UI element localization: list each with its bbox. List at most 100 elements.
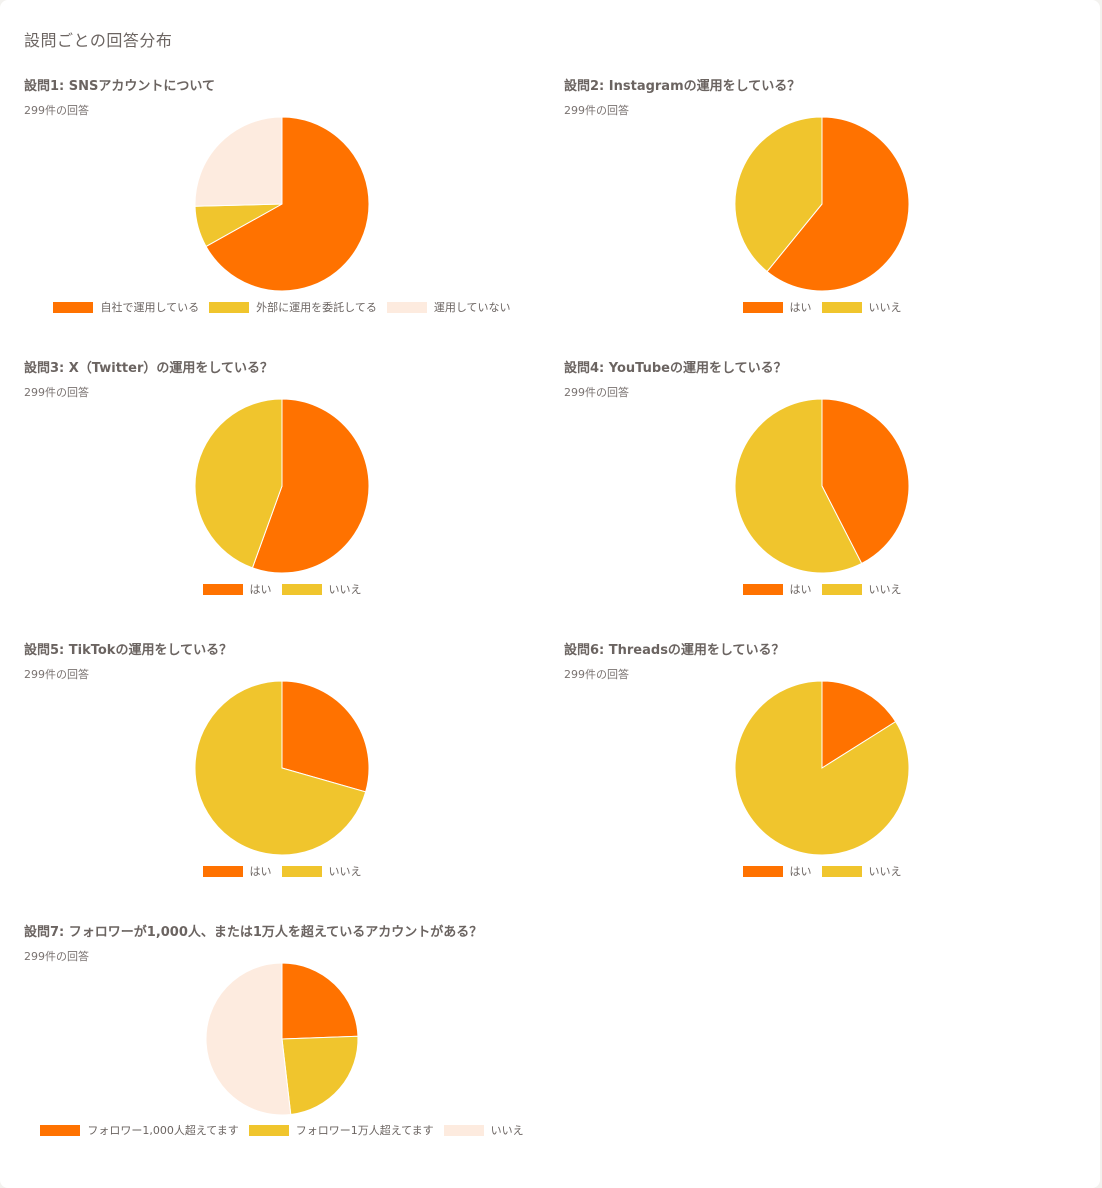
legend-swatch: [281, 865, 322, 877]
legend-label: はい: [789, 865, 812, 878]
legend-label: いいえ: [868, 865, 902, 878]
pie-slice[interactable]: [281, 962, 359, 1040]
response-count: 299件の回答: [564, 104, 629, 117]
question-title: 設問1: SNSアカウントについて: [24, 79, 215, 94]
legend-item[interactable]: いいえ: [821, 299, 902, 315]
legend-item[interactable]: はい: [742, 299, 812, 315]
legend-swatch: [821, 583, 862, 595]
pie-slice[interactable]: [251, 398, 370, 574]
legend-item[interactable]: いいえ: [443, 1122, 524, 1138]
response-count: 299件の回答: [24, 104, 89, 117]
legend-item[interactable]: フォロワー1万人超えてます: [248, 1122, 434, 1138]
question-title: 設問5: TikTokの運用をしている？: [24, 643, 233, 658]
pie-slice[interactable]: [734, 116, 823, 273]
legend-item[interactable]: フォロワー1,000人超えてます: [40, 1122, 239, 1138]
pie-slice[interactable]: [205, 116, 370, 292]
legend-item[interactable]: はい: [742, 581, 812, 597]
pie-slice[interactable]: [194, 398, 283, 569]
legend-swatch: [742, 583, 783, 595]
response-count: 299件の回答: [24, 386, 89, 399]
question-6-panel: 設問6: Threadsの運用をしている？ 299件の回答 はい いいえ: [564, 639, 1094, 909]
legend-label: 運用していない: [433, 301, 511, 314]
pie-chart: [194, 398, 370, 574]
question-7-panel: 設問7: フォロワーが1,000人、または1万人を超えているアカウントがある？ …: [24, 921, 554, 1171]
legend-label: はい: [249, 865, 272, 878]
legend-swatch: [281, 583, 322, 595]
question-title: 設問4: YouTubeの運用をしている？: [564, 361, 787, 376]
chart-legend: 自社で運用している 外部に運用を委託してる 運用していない: [24, 299, 540, 315]
legend-swatch: [443, 1124, 484, 1136]
legend-item[interactable]: 外部に運用を委託してる: [209, 299, 377, 315]
question-3-panel: 設問3: X（Twitter）の運用をしている？ 299件の回答 はい いいえ: [24, 357, 554, 627]
legend-item[interactable]: はい: [742, 863, 812, 879]
legend-label: 自社で運用している: [100, 301, 200, 314]
response-count: 299件の回答: [24, 950, 89, 963]
legend-label: いいえ: [490, 1124, 524, 1137]
pie-chart: [194, 680, 370, 856]
pie-chart: [734, 116, 910, 292]
pie-slice[interactable]: [821, 398, 910, 565]
chart-legend: フォロワー1,000人超えてます フォロワー1万人超えてます いいえ: [24, 1122, 540, 1138]
pie-slice[interactable]: [281, 680, 370, 793]
chart-legend: はい いいえ: [24, 581, 540, 597]
legend-label: はい: [789, 583, 812, 596]
chart-legend: はい いいえ: [564, 863, 1080, 879]
question-title: 設問6: Threadsの運用をしている？: [564, 643, 785, 658]
legend-swatch: [742, 865, 783, 877]
pie-chart: [734, 398, 910, 574]
legend-swatch: [202, 583, 243, 595]
question-2-panel: 設問2: Instagramの運用をしている？ 299件の回答 はい いいえ: [564, 75, 1094, 345]
legend-label: 外部に運用を委託してる: [256, 301, 377, 314]
legend-swatch: [202, 865, 243, 877]
question-1-panel: 設問1: SNSアカウントについて 299件の回答 自社で運用している 外部に運用…: [24, 75, 554, 345]
pie-slice[interactable]: [205, 962, 292, 1116]
pie-chart: [194, 116, 370, 292]
legend-item[interactable]: いいえ: [821, 581, 902, 597]
legend-label: はい: [249, 583, 272, 596]
legend-item[interactable]: いいえ: [281, 863, 362, 879]
pie-slice[interactable]: [281, 1035, 359, 1116]
legend-item[interactable]: 自社で運用している: [53, 299, 199, 315]
question-5-panel: 設問5: TikTokの運用をしている？ 299件の回答 はい いいえ: [24, 639, 554, 909]
legend-swatch: [742, 301, 783, 313]
chart-legend: はい いいえ: [24, 863, 540, 879]
pie-chart: [205, 962, 359, 1116]
pie-slice[interactable]: [194, 116, 283, 207]
response-count: 299件の回答: [564, 386, 629, 399]
response-count: 299件の回答: [24, 668, 89, 681]
legend-item[interactable]: はい: [202, 581, 272, 597]
legend-label: フォロワー1万人超えてます: [295, 1124, 434, 1137]
legend-swatch: [53, 301, 94, 313]
legend-item[interactable]: はい: [202, 863, 272, 879]
question-title: 設問3: X（Twitter）の運用をしている？: [24, 361, 273, 376]
pie-slice[interactable]: [821, 680, 897, 769]
legend-label: いいえ: [328, 583, 362, 596]
legend-label: いいえ: [868, 301, 902, 314]
chart-legend: はい いいえ: [564, 581, 1080, 597]
page-title: 設問ごとの回答分布: [24, 31, 173, 50]
legend-swatch: [209, 301, 250, 313]
legend-item[interactable]: いいえ: [281, 581, 362, 597]
legend-swatch: [821, 301, 862, 313]
legend-swatch: [821, 865, 862, 877]
response-count: 299件の回答: [564, 668, 629, 681]
pie-slice[interactable]: [194, 680, 367, 856]
pie-slice[interactable]: [766, 116, 910, 292]
pie-chart: [734, 680, 910, 856]
legend-swatch: [386, 301, 427, 313]
legend-label: いいえ: [328, 865, 362, 878]
legend-swatch: [40, 1124, 81, 1136]
legend-swatch: [248, 1124, 289, 1136]
question-title: 設問7: フォロワーが1,000人、または1万人を超えているアカウントがある？: [24, 925, 483, 940]
chart-legend: はい いいえ: [564, 299, 1080, 315]
legend-item[interactable]: いいえ: [821, 863, 902, 879]
legend-label: いいえ: [868, 583, 902, 596]
question-title: 設問2: Instagramの運用をしている？: [564, 79, 801, 94]
legend-label: フォロワー1,000人超えてます: [87, 1124, 239, 1137]
legend-label: はい: [789, 301, 812, 314]
pie-slice[interactable]: [734, 680, 910, 856]
question-4-panel: 設問4: YouTubeの運用をしている？ 299件の回答 はい いいえ: [564, 357, 1094, 627]
pie-slice[interactable]: [734, 398, 863, 574]
legend-item[interactable]: 運用していない: [386, 299, 511, 315]
